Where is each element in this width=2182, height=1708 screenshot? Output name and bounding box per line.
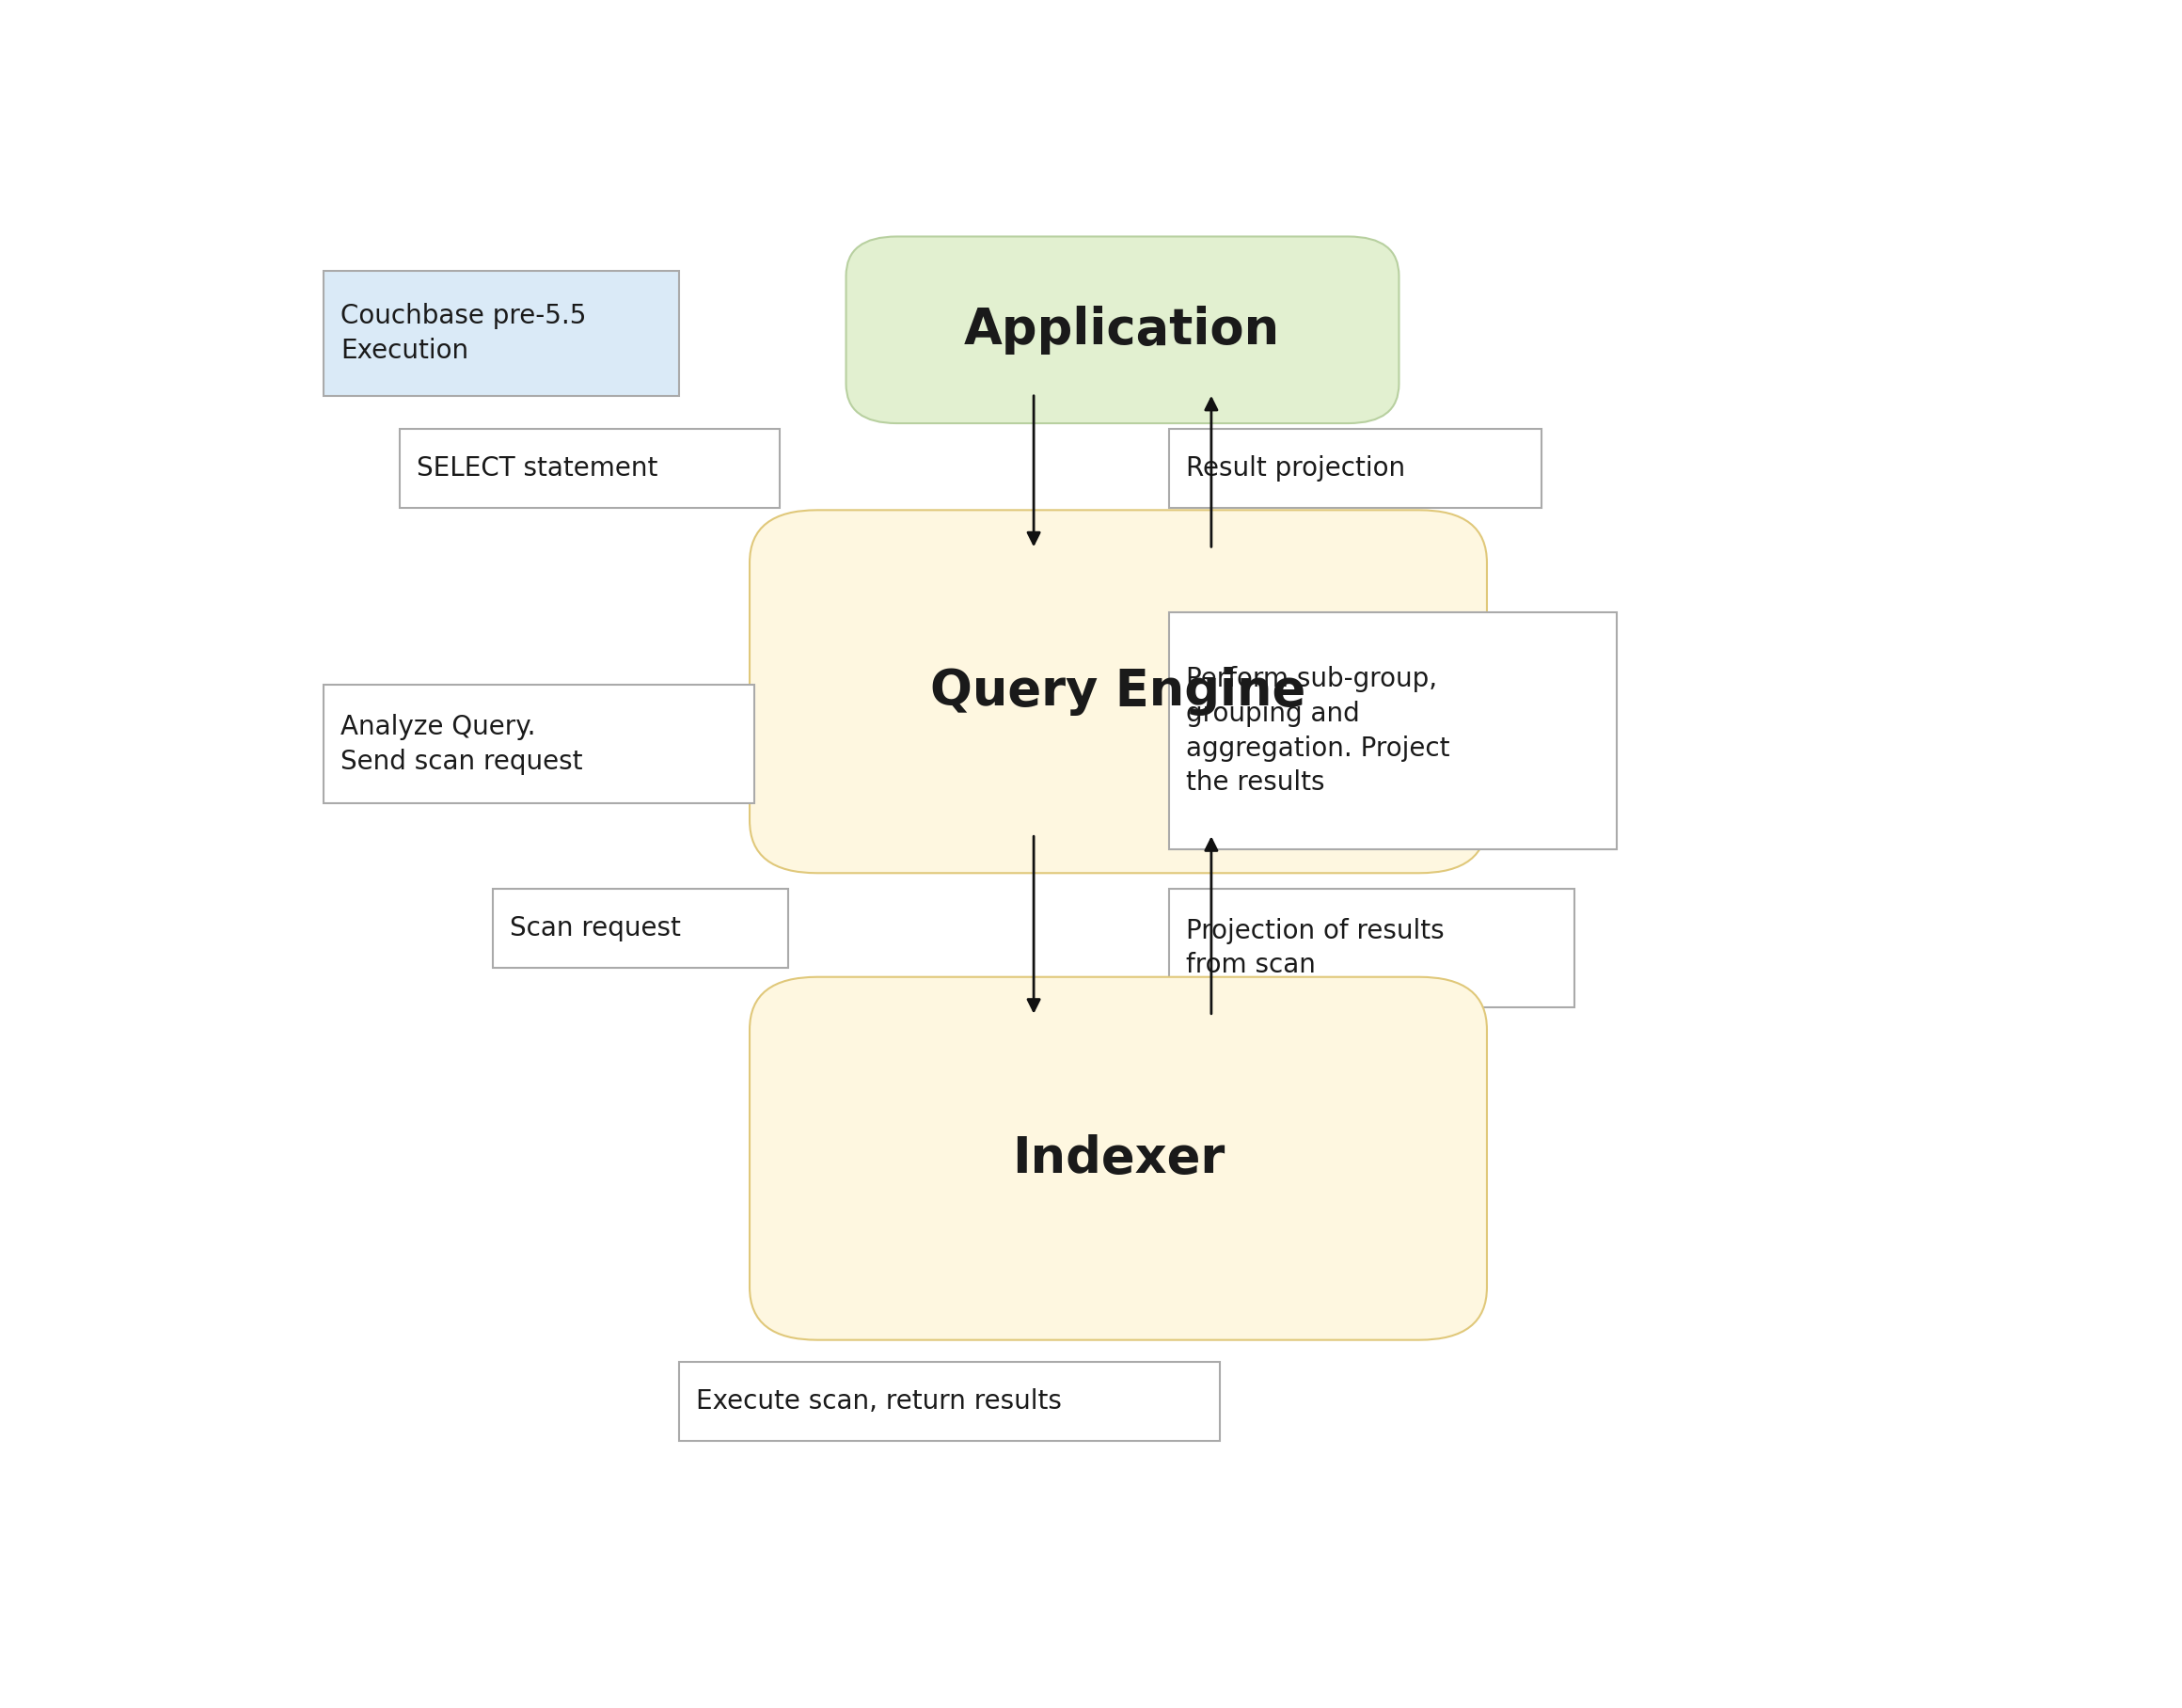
Text: Execute scan, return results: Execute scan, return results [696,1389,1060,1414]
Text: Result projection: Result projection [1187,454,1405,482]
FancyBboxPatch shape [323,685,755,803]
FancyBboxPatch shape [493,888,788,968]
FancyBboxPatch shape [1170,888,1575,1008]
FancyBboxPatch shape [399,429,781,507]
FancyBboxPatch shape [1170,429,1540,507]
FancyBboxPatch shape [323,272,679,396]
Text: Couchbase pre-5.5
Execution: Couchbase pre-5.5 Execution [340,302,587,364]
Text: Scan request: Scan request [511,915,681,941]
FancyBboxPatch shape [751,511,1486,873]
FancyBboxPatch shape [679,1363,1220,1442]
Text: Perform sub-group,
grouping and
aggregation. Project
the results: Perform sub-group, grouping and aggregat… [1187,666,1449,796]
Text: SELECT statement: SELECT statement [417,454,657,482]
Text: Analyze Query.
Send scan request: Analyze Query. Send scan request [340,714,583,775]
Text: Query Engine: Query Engine [930,668,1307,716]
FancyBboxPatch shape [1170,613,1617,849]
FancyBboxPatch shape [847,236,1399,424]
Text: Projection of results
from scan: Projection of results from scan [1187,917,1444,979]
Text: Indexer: Indexer [1012,1134,1224,1184]
Text: Application: Application [964,306,1279,354]
FancyBboxPatch shape [751,977,1486,1341]
